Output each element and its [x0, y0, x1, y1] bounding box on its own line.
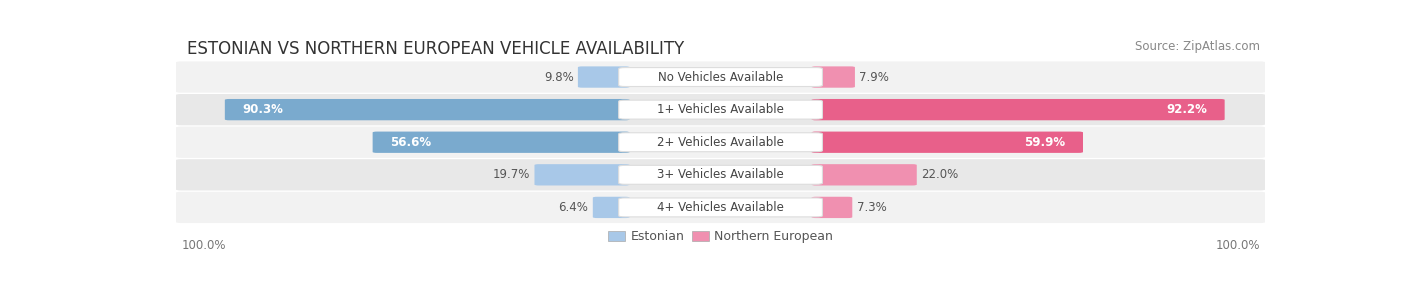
Text: 7.3%: 7.3% [856, 201, 886, 214]
Text: ESTONIAN VS NORTHERN EUROPEAN VEHICLE AVAILABILITY: ESTONIAN VS NORTHERN EUROPEAN VEHICLE AV… [187, 40, 683, 58]
FancyBboxPatch shape [176, 192, 1265, 223]
Text: 22.0%: 22.0% [921, 168, 959, 181]
FancyBboxPatch shape [811, 99, 1225, 120]
Text: 6.4%: 6.4% [558, 201, 589, 214]
FancyBboxPatch shape [619, 165, 823, 184]
Text: 1+ Vehicles Available: 1+ Vehicles Available [657, 103, 785, 116]
FancyBboxPatch shape [619, 133, 823, 152]
Text: 56.6%: 56.6% [389, 136, 432, 149]
Text: 90.3%: 90.3% [242, 103, 283, 116]
FancyBboxPatch shape [619, 198, 823, 217]
FancyBboxPatch shape [225, 99, 630, 120]
Text: 19.7%: 19.7% [492, 168, 530, 181]
FancyBboxPatch shape [811, 197, 852, 218]
Text: 92.2%: 92.2% [1167, 103, 1208, 116]
Text: 4+ Vehicles Available: 4+ Vehicles Available [657, 201, 785, 214]
Legend: Estonian, Northern European: Estonian, Northern European [603, 225, 838, 248]
FancyBboxPatch shape [373, 132, 630, 153]
Text: 100.0%: 100.0% [181, 239, 226, 252]
FancyBboxPatch shape [619, 67, 823, 86]
Text: 100.0%: 100.0% [1215, 239, 1260, 252]
Text: 7.9%: 7.9% [859, 71, 889, 84]
FancyBboxPatch shape [811, 164, 917, 186]
FancyBboxPatch shape [176, 61, 1265, 93]
FancyBboxPatch shape [811, 132, 1083, 153]
FancyBboxPatch shape [811, 66, 855, 88]
Text: 59.9%: 59.9% [1025, 136, 1066, 149]
Text: Source: ZipAtlas.com: Source: ZipAtlas.com [1135, 40, 1260, 53]
FancyBboxPatch shape [619, 100, 823, 119]
Text: No Vehicles Available: No Vehicles Available [658, 71, 783, 84]
FancyBboxPatch shape [534, 164, 630, 186]
FancyBboxPatch shape [593, 197, 630, 218]
FancyBboxPatch shape [176, 127, 1265, 158]
Text: 2+ Vehicles Available: 2+ Vehicles Available [657, 136, 785, 149]
Text: 9.8%: 9.8% [544, 71, 574, 84]
FancyBboxPatch shape [176, 94, 1265, 125]
Text: 3+ Vehicles Available: 3+ Vehicles Available [657, 168, 785, 181]
FancyBboxPatch shape [176, 159, 1265, 190]
FancyBboxPatch shape [578, 66, 630, 88]
